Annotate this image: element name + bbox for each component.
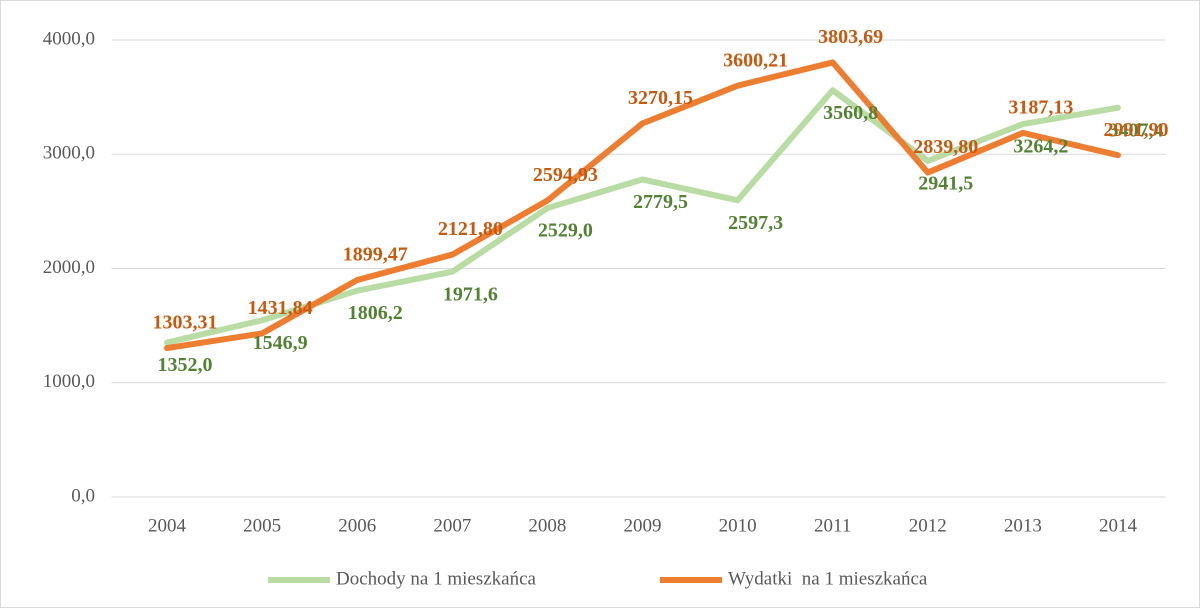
value-label: 2529,0 xyxy=(538,220,593,242)
x-tick-label: 2013 xyxy=(1004,515,1042,536)
value-label: 2594,93 xyxy=(533,164,598,186)
x-tick-label: 2004 xyxy=(148,515,187,536)
y-tick-label: 4000,0 xyxy=(43,28,95,49)
value-label: 1971,6 xyxy=(443,283,498,305)
y-tick-label: 2000,0 xyxy=(43,257,95,278)
x-tick-label: 2009 xyxy=(624,515,662,536)
value-label: 1806,2 xyxy=(348,302,403,324)
legend-label: Dochody na 1 mieszkańca xyxy=(336,568,537,589)
x-tick-label: 2006 xyxy=(338,515,376,536)
value-label: 3187,13 xyxy=(1008,96,1073,118)
value-label: 2779,5 xyxy=(633,191,688,213)
value-label: 3803,69 xyxy=(818,26,883,48)
y-tick-label: 3000,0 xyxy=(43,143,95,164)
value-label: 3264,2 xyxy=(1013,136,1068,158)
x-tick-label: 2007 xyxy=(433,515,471,536)
value-label: 3407,4 xyxy=(1108,119,1163,141)
x-tick-label: 2014 xyxy=(1099,515,1138,536)
value-label: 1546,9 xyxy=(253,332,308,354)
y-tick-label: 1000,0 xyxy=(43,371,95,392)
value-label: 3560,8 xyxy=(823,102,878,124)
value-label: 3270,15 xyxy=(628,87,693,109)
x-tick-label: 2012 xyxy=(909,515,947,536)
legend-label: Wydatki na 1 mieszkańca xyxy=(728,568,928,589)
x-tick-label: 2010 xyxy=(719,515,757,536)
x-tick-label: 2008 xyxy=(528,515,566,536)
value-label: 1303,31 xyxy=(153,312,218,334)
series-line xyxy=(164,59,1121,352)
value-label: 1352,0 xyxy=(158,354,213,376)
x-tick-label: 2011 xyxy=(814,515,851,536)
value-label: 2991,90 xyxy=(1103,119,1168,141)
value-label: 2597,3 xyxy=(728,212,783,234)
x-tick-label: 2005 xyxy=(243,515,281,536)
value-label: 2121,80 xyxy=(438,218,503,240)
value-label: 2839,80 xyxy=(913,136,978,158)
value-label: 1431,84 xyxy=(248,297,313,319)
value-label: 3600,21 xyxy=(723,49,788,71)
y-tick-label: 0,0 xyxy=(71,485,95,506)
value-label: 1899,47 xyxy=(343,244,408,266)
value-label: 2941,5 xyxy=(918,173,973,195)
